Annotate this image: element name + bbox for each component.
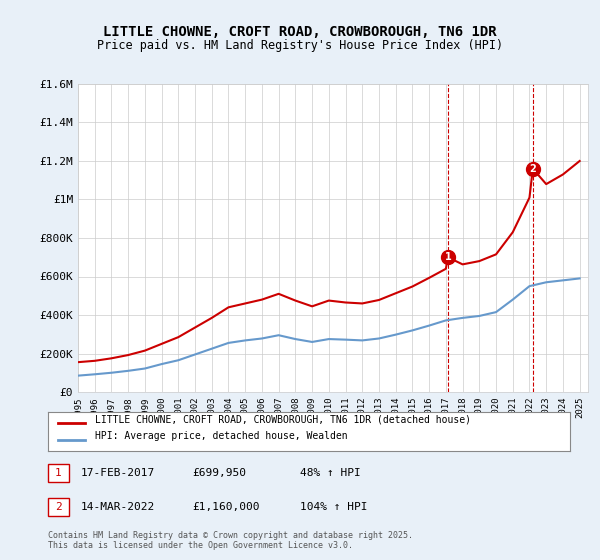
Text: 2: 2 — [529, 164, 536, 174]
Text: 1: 1 — [445, 252, 451, 262]
Text: 1: 1 — [55, 468, 62, 478]
Text: £1,160,000: £1,160,000 — [192, 502, 260, 512]
Text: £699,950: £699,950 — [192, 468, 246, 478]
Text: 2: 2 — [55, 502, 62, 512]
Text: 48% ↑ HPI: 48% ↑ HPI — [300, 468, 361, 478]
Text: HPI: Average price, detached house, Wealden: HPI: Average price, detached house, Weal… — [95, 431, 347, 441]
Text: 104% ↑ HPI: 104% ↑ HPI — [300, 502, 367, 512]
Text: 17-FEB-2017: 17-FEB-2017 — [81, 468, 155, 478]
Text: LITTLE CHOWNE, CROFT ROAD, CROWBOROUGH, TN6 1DR: LITTLE CHOWNE, CROFT ROAD, CROWBOROUGH, … — [103, 25, 497, 39]
Text: LITTLE CHOWNE, CROFT ROAD, CROWBOROUGH, TN6 1DR (detached house): LITTLE CHOWNE, CROFT ROAD, CROWBOROUGH, … — [95, 414, 471, 424]
Text: Contains HM Land Registry data © Crown copyright and database right 2025.
This d: Contains HM Land Registry data © Crown c… — [48, 530, 413, 550]
Text: 14-MAR-2022: 14-MAR-2022 — [81, 502, 155, 512]
Text: Price paid vs. HM Land Registry's House Price Index (HPI): Price paid vs. HM Land Registry's House … — [97, 39, 503, 52]
